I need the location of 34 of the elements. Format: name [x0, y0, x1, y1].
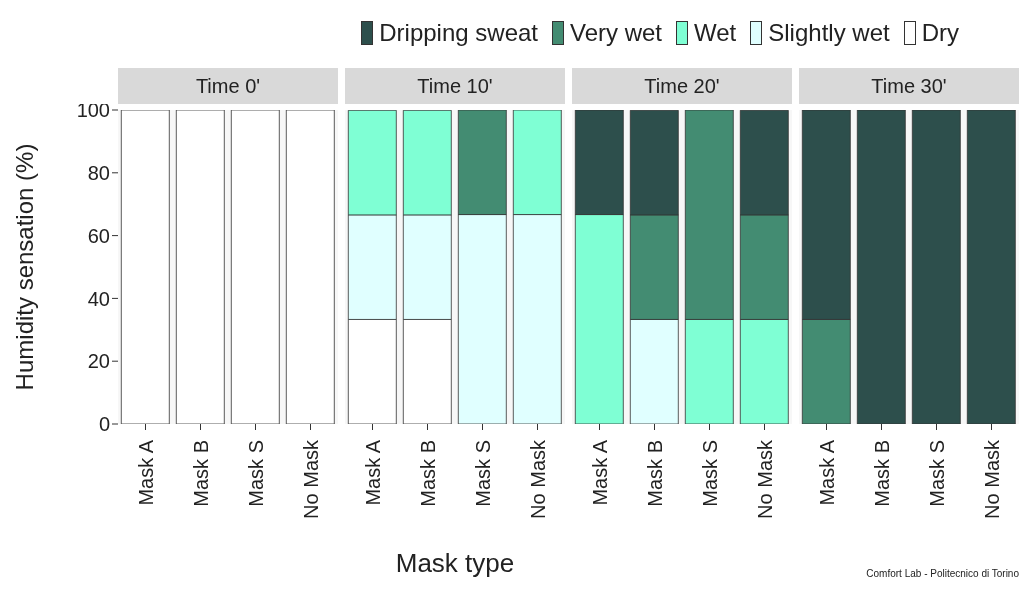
x-tick-label: Mask S: [925, 440, 948, 507]
x-axis-title: Mask type: [394, 548, 516, 579]
legend-label: Dripping sweat: [378, 19, 538, 47]
x-tick-label: Mask B: [870, 440, 893, 507]
x-tick-label: Mask S: [471, 440, 494, 507]
legend-label: Wet: [693, 19, 737, 47]
x-tick-label: Mask B: [643, 440, 666, 507]
x-tick-label: No Mask: [753, 439, 776, 519]
chart-title: Time 0': [118, 68, 338, 104]
y-tick-label: 0: [98, 413, 110, 436]
legend-label: Very wet: [569, 19, 663, 47]
y-tick-label: 20: [87, 350, 110, 373]
text: Comfort Lab - Politecnico di Torino: [866, 568, 1019, 579]
y-tick-label: 60: [87, 224, 110, 247]
x-tick-label: Mask A: [815, 439, 838, 506]
x-tick-label: No Mask: [526, 439, 549, 519]
x-tick-label: No Mask: [299, 439, 322, 519]
chart-title: Time 10': [345, 68, 565, 104]
chart-title: Time 20': [572, 68, 792, 104]
chart-title: Time 30': [799, 68, 1019, 104]
x-tick-label: Mask A: [134, 439, 157, 506]
legend-label: Dry: [920, 19, 959, 47]
x-tick-label: Mask B: [189, 440, 212, 507]
x-tick-label: Mask A: [361, 439, 384, 506]
y-tick-label: 40: [87, 287, 110, 310]
y-axis-title: Humidity sensation (%): [10, 143, 38, 391]
x-tick-label: No Mask: [980, 439, 1003, 519]
x-tick-label: Mask S: [244, 440, 267, 507]
x-tick-label: Mask A: [588, 439, 611, 506]
x-tick-label: Mask B: [416, 440, 439, 507]
x-tick-label: Mask S: [698, 440, 721, 507]
legend-label: Slightly wet: [767, 19, 890, 47]
y-tick-label: 80: [87, 161, 110, 184]
y-tick-label: 100: [76, 99, 110, 122]
